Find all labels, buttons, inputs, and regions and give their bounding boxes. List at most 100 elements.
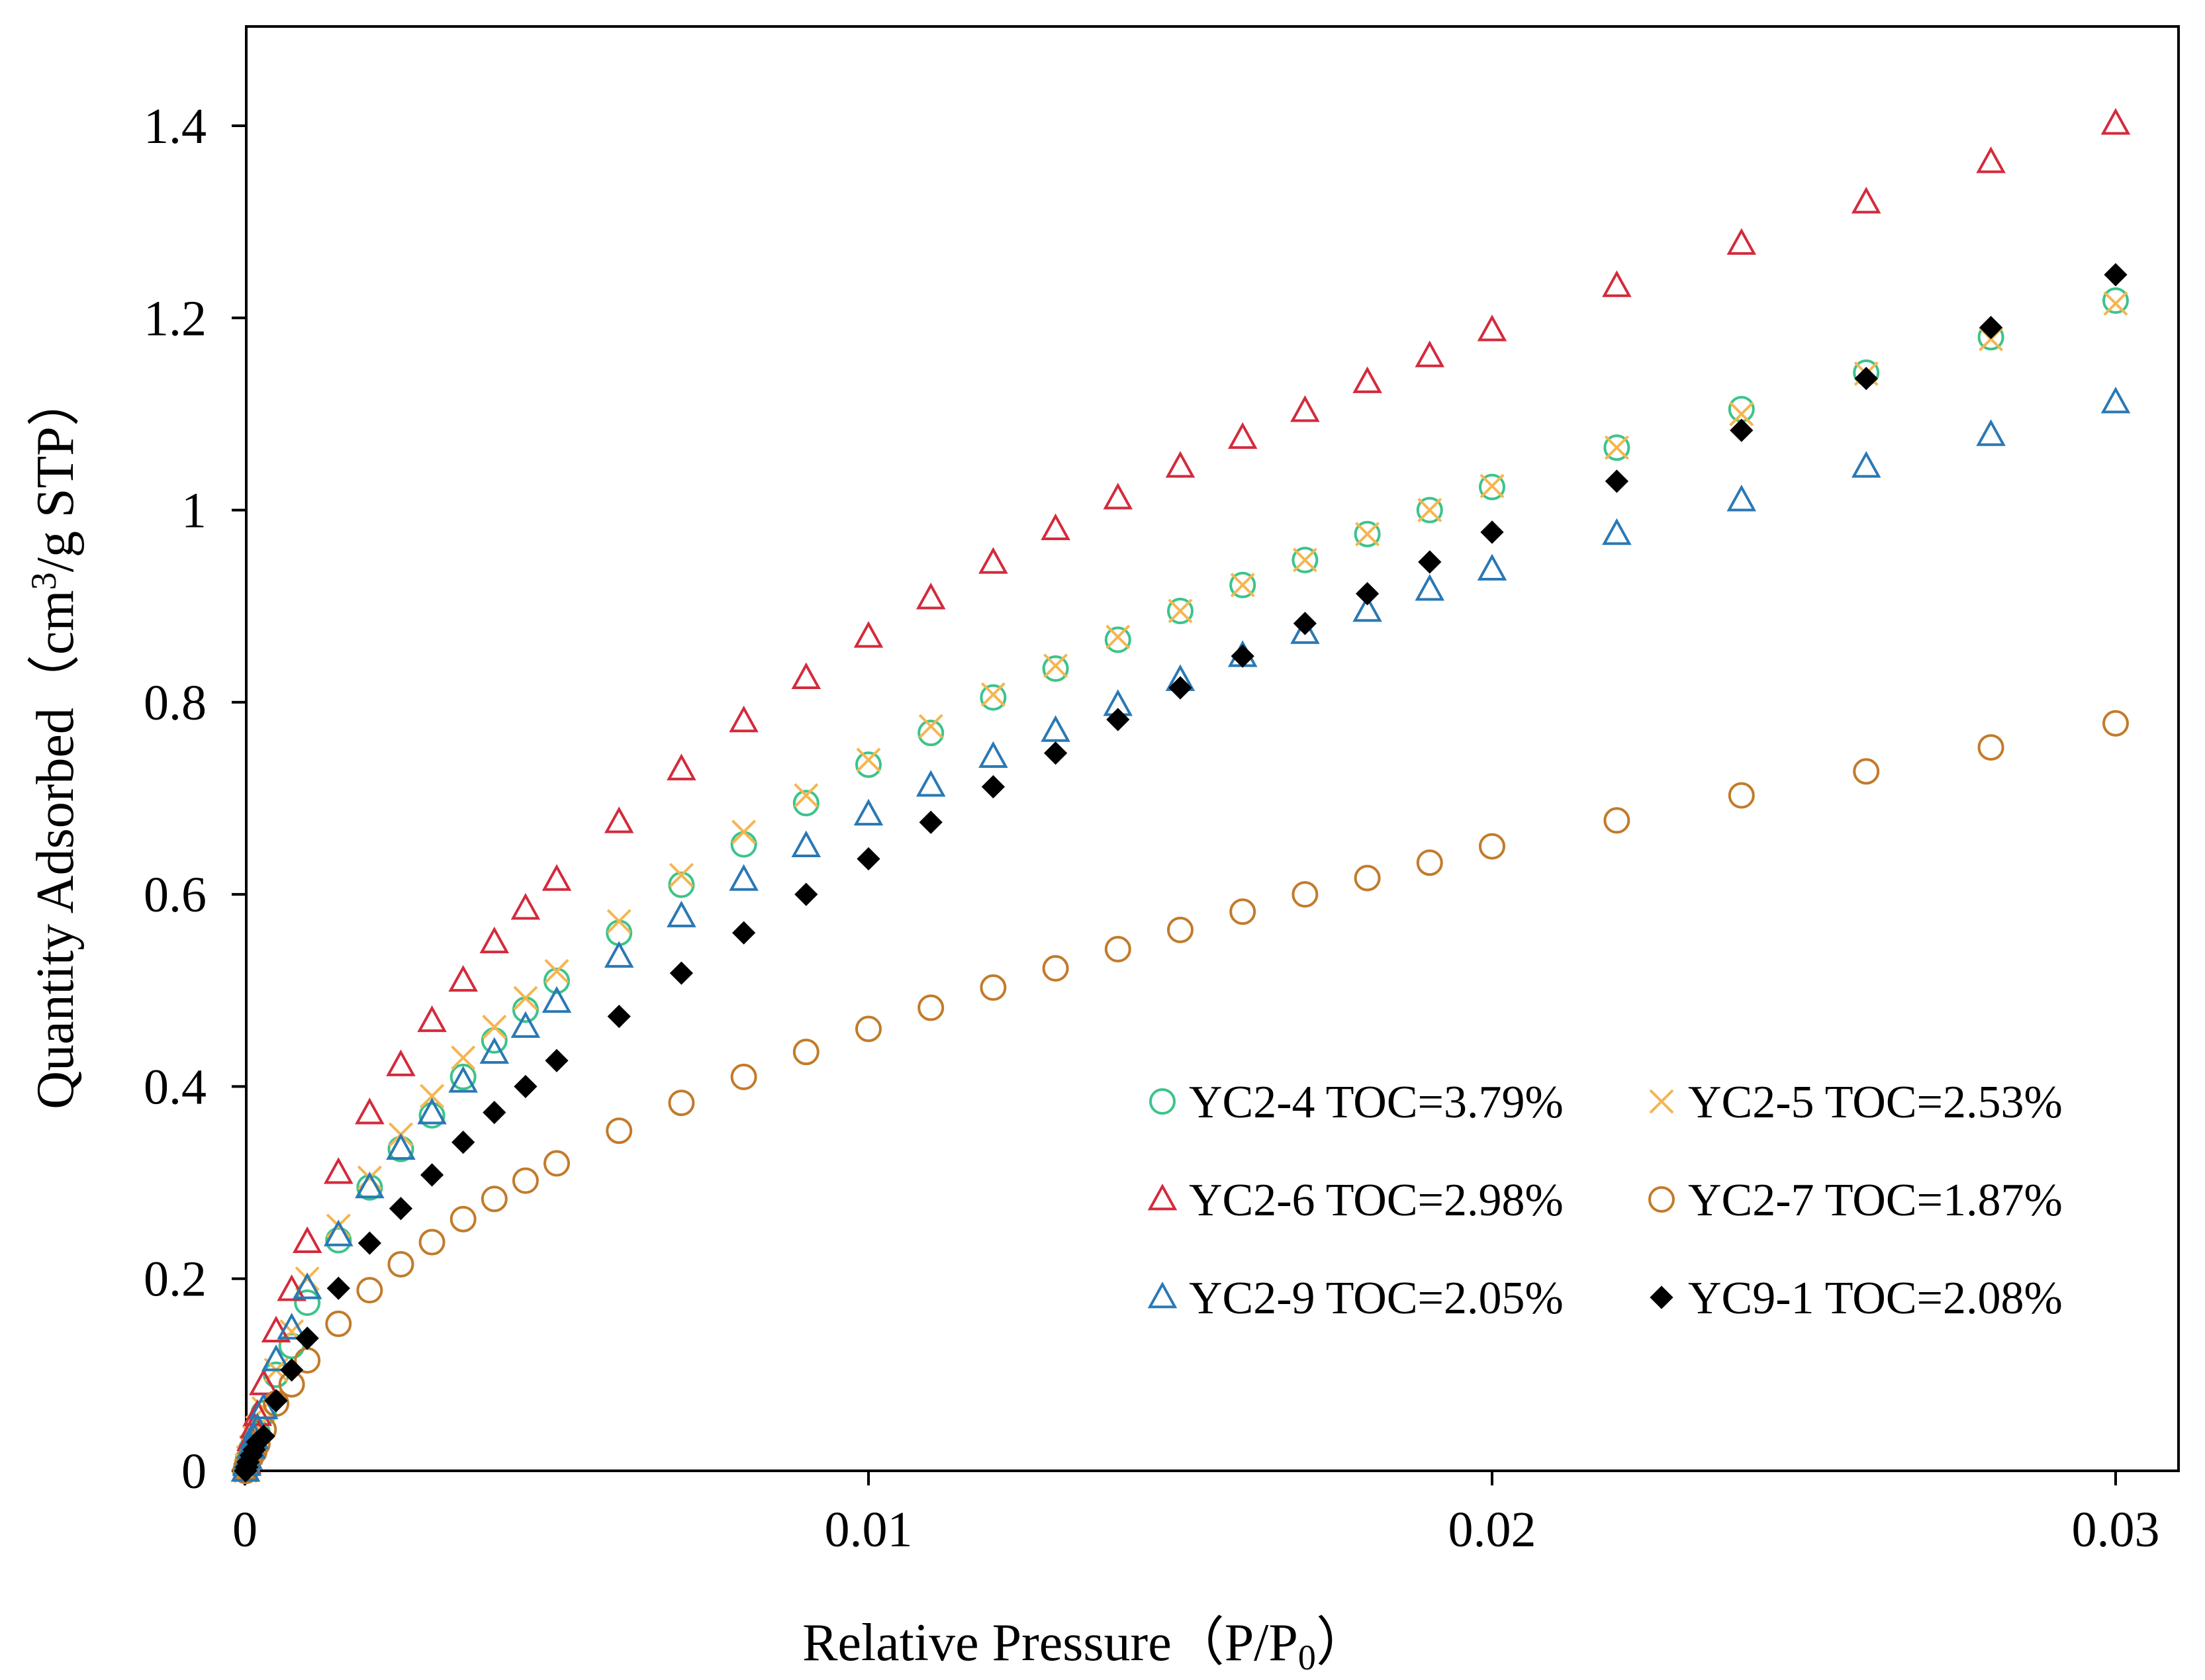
data-point-yc2-7 bbox=[325, 1310, 352, 1337]
data-point-yc2-6 bbox=[479, 926, 510, 954]
y-tick-label: 1 bbox=[181, 483, 207, 539]
data-point-yc2-9 bbox=[277, 1313, 306, 1340]
data-point-yc2-9 bbox=[853, 798, 884, 826]
data-point-yc2-6 bbox=[277, 1274, 306, 1301]
data-point-yc9-1 bbox=[483, 1101, 506, 1125]
data-point-yc2-7 bbox=[855, 1015, 882, 1043]
data-point-yc2-5 bbox=[2103, 291, 2128, 316]
data-point-yc2-6 bbox=[324, 1157, 353, 1184]
data-point-yc2-9 bbox=[1352, 595, 1382, 622]
y-tick-label: 0 bbox=[181, 1444, 207, 1499]
data-point-yc2-5 bbox=[794, 783, 819, 808]
data-point-yc9-1 bbox=[857, 847, 880, 871]
data-point-yc2-6 bbox=[386, 1049, 416, 1076]
data-point-yc2-4 bbox=[449, 1063, 477, 1090]
data-point-yc2-6 bbox=[729, 705, 759, 733]
data-point-yc9-1 bbox=[794, 882, 818, 906]
data-point-yc2-5 bbox=[544, 958, 569, 984]
y-tick-label: 0.6 bbox=[144, 867, 207, 923]
y-tick-label: 1.4 bbox=[144, 99, 207, 154]
data-point-yc9-1 bbox=[669, 961, 694, 985]
data-point-yc2-6 bbox=[1352, 366, 1382, 393]
data-point-yc2-7 bbox=[606, 1117, 633, 1144]
plot-frame bbox=[245, 25, 2180, 1472]
data-point-yc2-5 bbox=[1292, 547, 1317, 573]
data-point-yc2-6 bbox=[292, 1226, 322, 1253]
data-point-yc2-7 bbox=[730, 1063, 757, 1090]
legend-label: YC2-6 TOC=2.98% bbox=[1189, 1175, 1564, 1226]
data-point-yc2-4 bbox=[543, 967, 570, 994]
data-point-yc2-6 bbox=[1227, 422, 1258, 449]
data-point-yc2-9 bbox=[667, 900, 696, 927]
data-point-yc9-1 bbox=[420, 1163, 444, 1187]
data-point-yc9-1 bbox=[1106, 708, 1130, 731]
data-point-yc9-1 bbox=[1043, 741, 1068, 765]
x-axis-title-end: ） bbox=[1316, 1614, 1369, 1672]
data-point-yc2-5 bbox=[1168, 598, 1193, 624]
plot-area-border bbox=[245, 25, 2180, 1472]
data-point-yc2-7 bbox=[418, 1229, 446, 1256]
data-point-yc2-5 bbox=[1043, 653, 1068, 678]
x-axis-ticks: 0 0.01 0.02 0.03 bbox=[232, 1471, 2160, 1558]
data-point-yc9-1 bbox=[919, 810, 943, 834]
legend-label: YC2-4 TOC=3.79% bbox=[1189, 1077, 1564, 1128]
y-tick-label: 1.2 bbox=[144, 291, 207, 346]
data-point-yc2-5 bbox=[420, 1084, 445, 1109]
data-point-yc2-7 bbox=[917, 994, 945, 1021]
data-point-yc2-5 bbox=[1105, 624, 1131, 649]
legend-item-yc2-9: YC2-9 TOC=2.05% bbox=[1147, 1273, 1564, 1324]
legend-label: YC2-7 TOC=1.87% bbox=[1688, 1175, 2063, 1226]
data-point-yc2-9 bbox=[1726, 485, 1757, 512]
data-point-yc2-6 bbox=[791, 662, 821, 689]
data-point-yc9-1 bbox=[295, 1327, 319, 1350]
data-point-yc2-9 bbox=[324, 1219, 353, 1246]
data-point-yc2-9 bbox=[248, 1392, 279, 1420]
data-point-yc9-1 bbox=[451, 1130, 475, 1154]
x-axis-title-main: Relative Pressure（P/P bbox=[802, 1614, 1298, 1672]
data-point-yc2-9 bbox=[915, 770, 946, 797]
data-point-yc9-1 bbox=[1605, 469, 1629, 493]
data-point-yc9-1 bbox=[1854, 367, 1878, 391]
data-point-yc2-7 bbox=[1229, 898, 1256, 925]
data-point-yc9-1 bbox=[280, 1358, 304, 1382]
data-point-yc2-7 bbox=[1603, 807, 1630, 834]
data-point-yc9-1 bbox=[1979, 316, 2003, 340]
data-point-yc2-5 bbox=[451, 1045, 476, 1070]
data-point-yc2-4 bbox=[2102, 287, 2129, 314]
data-point-yc9-1 bbox=[326, 1276, 350, 1300]
data-point-yc2-9 bbox=[1851, 451, 1881, 478]
data-point-yc2-7 bbox=[387, 1250, 414, 1278]
legend-label: YC9-1 TOC=2.08% bbox=[1688, 1273, 2063, 1324]
data-point-yc2-4 bbox=[980, 684, 1007, 711]
data-point-yc2-9 bbox=[978, 741, 1008, 768]
data-point-yc2-7 bbox=[1104, 935, 1131, 962]
data-point-yc2-6 bbox=[1976, 146, 2006, 173]
data-point-yc2-7 bbox=[1416, 849, 1443, 876]
y-tick-label: 0.8 bbox=[144, 675, 207, 731]
data-point-yc2-9 bbox=[1602, 518, 1632, 545]
data-point-yc2-6 bbox=[1726, 228, 1757, 255]
data-point-yc9-1 bbox=[1480, 520, 1504, 544]
data-point-yc2-9 bbox=[448, 1066, 478, 1093]
data-point-yc2-7 bbox=[1291, 881, 1319, 908]
data-point-yc2-4 bbox=[1479, 473, 1505, 500]
data-point-yc2-6 bbox=[541, 864, 572, 891]
data-point-yc2-7 bbox=[1354, 864, 1381, 892]
legend-item-yc2-5: YC2-5 TOC=2.53% bbox=[1649, 1077, 2063, 1128]
data-point-yc2-6 bbox=[417, 1005, 447, 1033]
data-point-yc2-7 bbox=[1853, 758, 1880, 785]
data-point-yc9-1 bbox=[1355, 582, 1380, 606]
data-point-yc9-1 bbox=[514, 1074, 538, 1099]
data-point-yc2-5 bbox=[1479, 473, 1505, 498]
data-point-yc2-9 bbox=[791, 830, 821, 857]
data-point-yc2-6 bbox=[1415, 340, 1445, 367]
data-point-yc2-7 bbox=[2102, 710, 2129, 737]
data-point-yc2-7 bbox=[1728, 782, 1755, 809]
data-point-yc2-5 bbox=[1230, 573, 1255, 598]
legend-item-yc2-4: YC2-4 TOC=3.79% bbox=[1149, 1077, 1564, 1128]
data-point-yc2-9 bbox=[479, 1037, 510, 1064]
data-point-yc2-6 bbox=[1041, 513, 1070, 540]
data-point-yc2-9 bbox=[1976, 419, 2006, 446]
data-point-yc2-7 bbox=[543, 1150, 570, 1177]
